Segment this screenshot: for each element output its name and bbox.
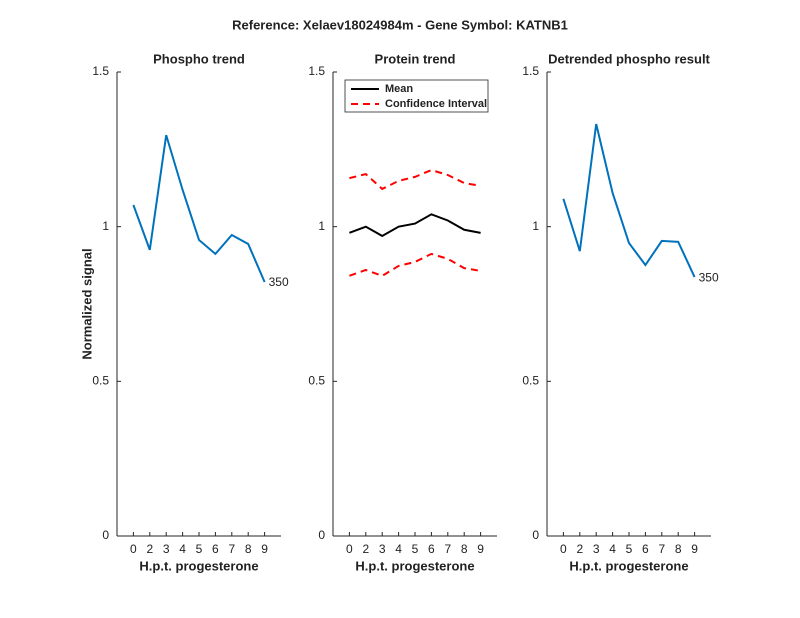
- x-tick-label: 0: [560, 542, 567, 556]
- x-tick-label: 0: [130, 542, 137, 556]
- x-tick-label: 4: [609, 542, 616, 556]
- y-tick-label: 1.5: [92, 64, 109, 78]
- legend-label: Confidence Interval: [385, 98, 487, 110]
- line: [349, 213, 481, 238]
- y-tick-label: 1: [102, 219, 109, 233]
- x-tick-label: 3: [379, 542, 386, 556]
- x-tick-label: 2: [362, 542, 369, 556]
- x-tick-label: 9: [477, 542, 484, 556]
- y-tick-label: 0.5: [92, 374, 109, 388]
- subplot-title: Protein trend: [375, 51, 456, 66]
- x-axis-label: H.p.t. progesterone: [355, 558, 474, 573]
- x-tick-label: 5: [626, 542, 633, 556]
- y-tick-label: 0: [318, 528, 325, 542]
- x-tick-label: 6: [428, 542, 435, 556]
- x-tick-label: 9: [691, 542, 698, 556]
- ci-lower: [349, 252, 481, 277]
- annotation: 350: [699, 270, 719, 284]
- x-tick-label: 8: [245, 542, 252, 556]
- x-tick-label: 7: [444, 542, 451, 556]
- x-tick-label: 8: [675, 542, 682, 556]
- x-tick-label: 5: [412, 542, 419, 556]
- x-tick-label: 0: [346, 542, 353, 556]
- x-tick-label: 9: [261, 542, 268, 556]
- x-tick-label: 3: [163, 542, 170, 556]
- x-axis-label: H.p.t. progesterone: [569, 558, 688, 573]
- y-tick-label: 1.5: [522, 64, 539, 78]
- x-tick-label: 3: [593, 542, 600, 556]
- line: [132, 134, 266, 283]
- annotation: 350: [269, 275, 289, 289]
- x-tick-label: 2: [576, 542, 583, 556]
- legend-label: Mean: [385, 83, 413, 95]
- x-tick-label: 4: [395, 542, 402, 556]
- x-tick-label: 4: [179, 542, 186, 556]
- subplot-title: Detrended phospho result: [548, 51, 710, 66]
- y-tick-label: 1: [532, 219, 539, 233]
- figure-title: Reference: Xelaev18024984m - Gene Symbol…: [232, 17, 568, 32]
- subplot-title: Phospho trend: [153, 51, 245, 66]
- line: [562, 123, 696, 278]
- x-tick-label: 7: [658, 542, 665, 556]
- y-tick-label: 0.5: [522, 374, 539, 388]
- y-tick-label: 0.5: [308, 374, 325, 388]
- legend-box: [344, 79, 489, 113]
- x-tick-label: 6: [642, 542, 649, 556]
- x-tick-label: 6: [212, 542, 219, 556]
- ci-upper: [349, 168, 481, 191]
- x-tick-label: 8: [461, 542, 468, 556]
- x-tick-label: 5: [196, 542, 203, 556]
- x-tick-label: 7: [228, 542, 235, 556]
- y-tick-label: 1.5: [308, 64, 325, 78]
- x-tick-label: 2: [146, 542, 153, 556]
- y-tick-label: 0: [532, 528, 539, 542]
- y-tick-label: 0: [102, 528, 109, 542]
- x-axis-label: H.p.t. progesterone: [139, 558, 258, 573]
- y-tick-label: 1: [318, 219, 325, 233]
- y-axis-label: Normalized signal: [79, 248, 94, 359]
